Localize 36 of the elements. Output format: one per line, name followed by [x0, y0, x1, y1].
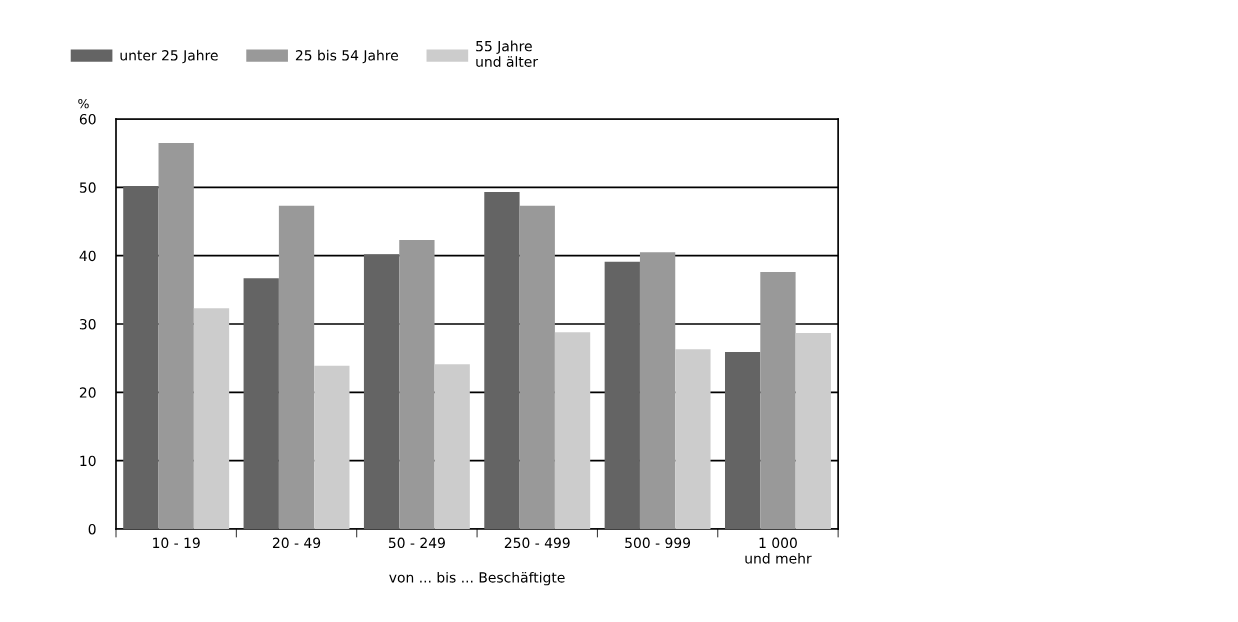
y-tick-label: 40	[79, 250, 96, 262]
bar	[554, 332, 591, 530]
x-tick-label: 250 - 499	[504, 537, 570, 549]
x-tick-label: 20 - 49	[272, 537, 321, 549]
y-tick-label: 0	[88, 523, 96, 535]
bar	[639, 252, 676, 530]
bar	[760, 272, 796, 530]
legend-label: 55 Jahre und älter	[476, 40, 539, 67]
y-tick-label: 20	[79, 387, 96, 398]
legend-label: 25 bis 54 Jahre	[295, 49, 399, 64]
x-tick-label: 10 - 19	[153, 537, 200, 549]
y-tick-label: 10	[80, 455, 96, 467]
bar	[724, 352, 761, 530]
bar	[484, 192, 520, 530]
bar	[278, 205, 315, 530]
bar	[363, 254, 400, 530]
bar	[399, 239, 435, 530]
bar	[193, 308, 230, 530]
bar	[158, 142, 194, 530]
bar	[795, 332, 831, 530]
x-tick-label: 500 - 999	[625, 537, 691, 549]
x-tick-label: 1 000 und mehr	[745, 537, 812, 564]
bar	[314, 365, 350, 530]
x-tick-label: 50 - 249	[388, 537, 445, 549]
legend-label: unter 25 Jahre	[120, 49, 218, 64]
y-tick-label: 30	[79, 318, 96, 330]
bar	[243, 278, 279, 530]
y-tick-label: 60	[79, 113, 96, 125]
bar	[604, 261, 640, 530]
bar	[123, 185, 159, 530]
bar	[519, 205, 555, 530]
y-axis-title: %	[78, 98, 89, 109]
y-tick-label: 50	[79, 182, 96, 193]
bar	[675, 349, 711, 530]
bar	[434, 364, 470, 530]
x-axis-title: von ... bis ... Beschäftigte	[389, 571, 565, 586]
